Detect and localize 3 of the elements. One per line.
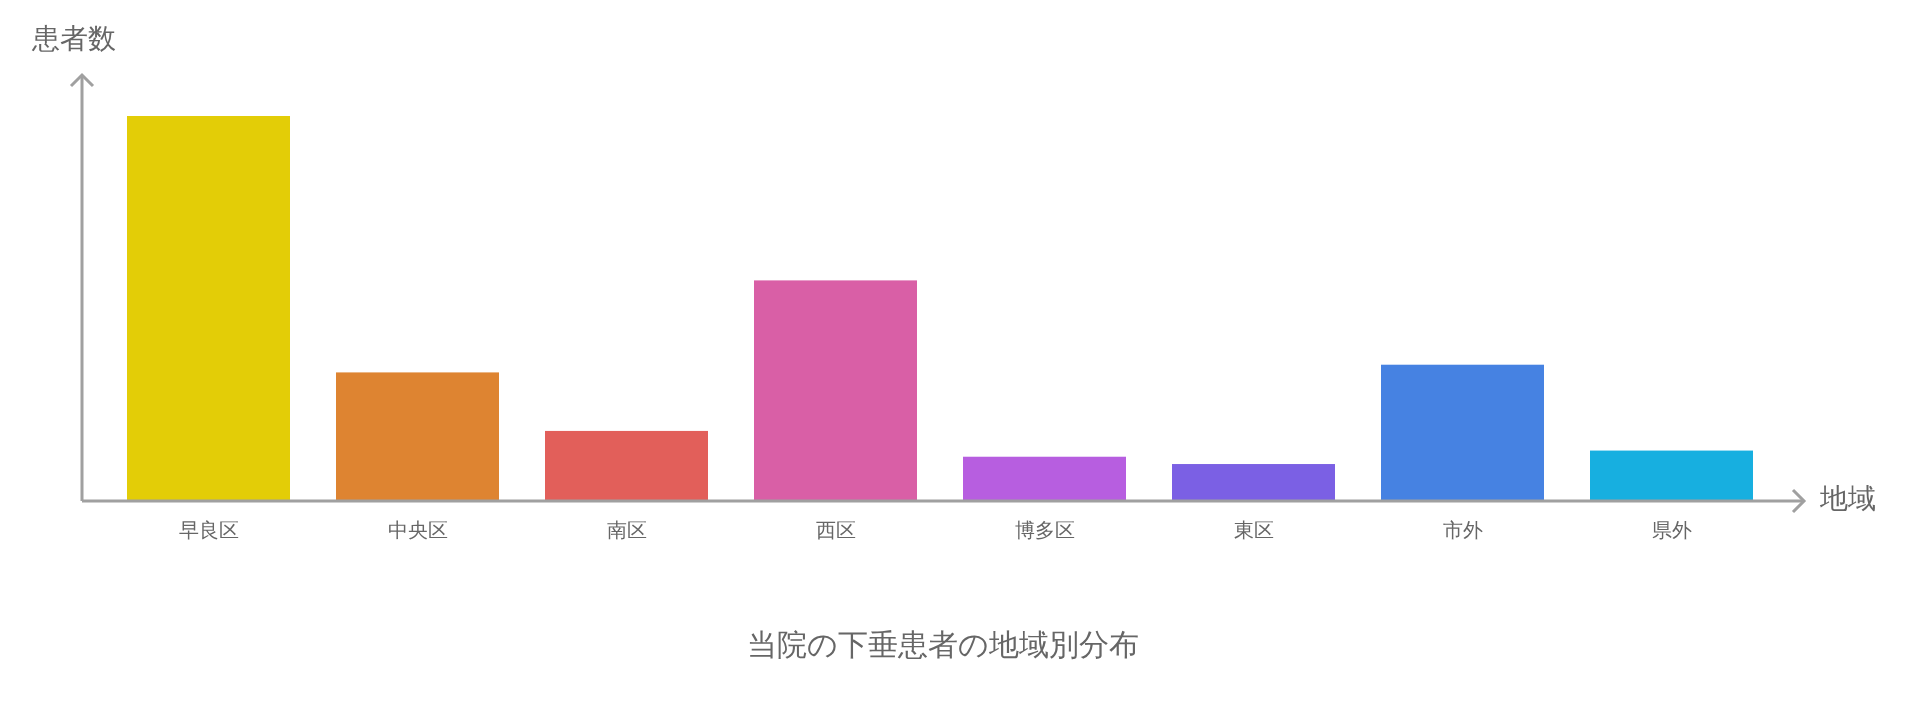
title: 当院の下垂患者の地域別分布 bbox=[747, 627, 1139, 662]
ylabel: 患者数 bbox=[32, 22, 116, 55]
xlabel: 地域 bbox=[1820, 482, 1876, 515]
